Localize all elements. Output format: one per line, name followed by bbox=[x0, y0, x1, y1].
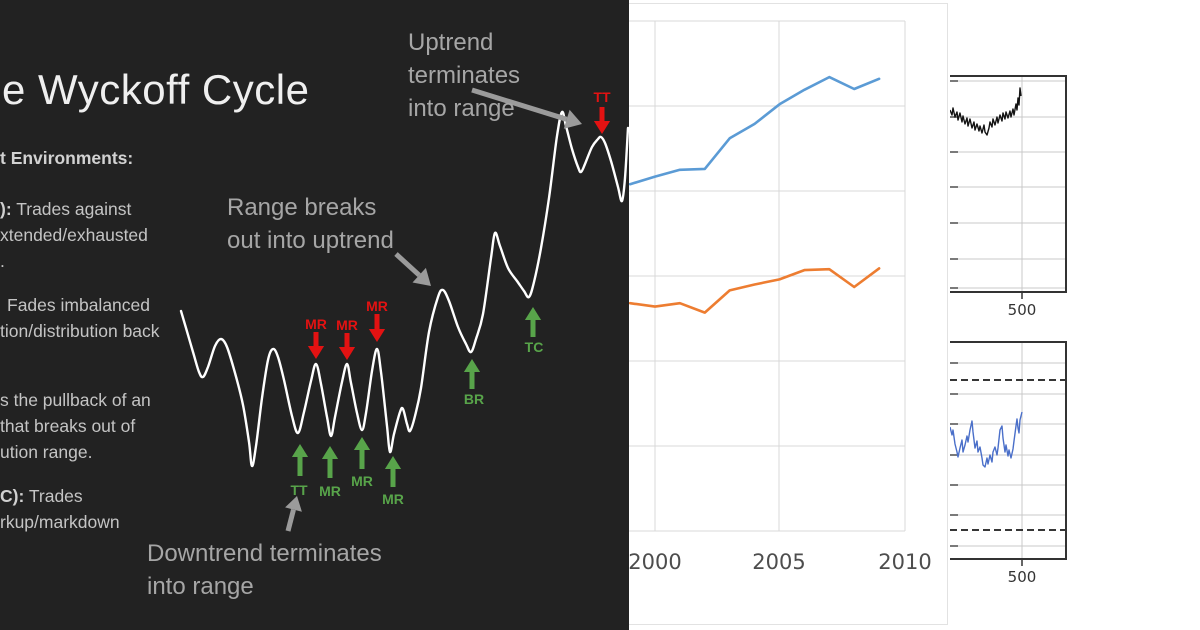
text-line: s the pullback of an bbox=[0, 387, 151, 413]
text-line: C): Trades bbox=[0, 483, 83, 509]
text-line-rest: rkup/markdown bbox=[0, 512, 120, 532]
tick-label: TT bbox=[593, 89, 611, 105]
mr-green-arrow-1-head bbox=[321, 446, 339, 459]
mini-chart-bottom: 500 bbox=[950, 341, 1080, 587]
uptrend-note-arrow bbox=[471, 87, 568, 122]
tick-label: MR bbox=[305, 316, 327, 332]
text-line: tion/distribution back bbox=[0, 318, 160, 344]
br-green-arrow-head bbox=[463, 359, 481, 372]
downtrend-note-arrow-head bbox=[285, 496, 302, 512]
tick-label: 2010 bbox=[878, 550, 931, 574]
text-line: rkup/markdown bbox=[0, 509, 120, 535]
text-line-rest: Trades against bbox=[11, 199, 132, 219]
range-annotation: Range breaks out into uptrend bbox=[227, 194, 394, 255]
tt-green-arrow-head bbox=[291, 444, 309, 457]
tick-label: MR bbox=[336, 317, 358, 333]
tc-green-arrow-head bbox=[524, 307, 542, 320]
text-line-bold: ): bbox=[0, 199, 12, 219]
mr-red-arrow-2-head bbox=[338, 347, 356, 360]
text-line: ): Trades against bbox=[0, 196, 131, 222]
page-title: e Wyckoff Cycle bbox=[2, 66, 310, 113]
mini-series bbox=[950, 411, 1023, 468]
mr-green-arrow-2-head bbox=[353, 437, 371, 450]
tick-label: BR bbox=[464, 391, 484, 407]
wyckoff-panel: TT MR MR MR TT MR MR MR BR TC e Wyckoff Cycle t E… bbox=[0, 0, 629, 630]
tick-label: MR bbox=[319, 483, 341, 499]
blue-series bbox=[629, 75, 881, 186]
text-line-rest: s the pullback of an bbox=[0, 390, 151, 410]
text-line-rest: xtended/exhausted bbox=[0, 225, 148, 245]
tick-label: 2005 bbox=[752, 550, 805, 574]
mr-green-arrow-3-head bbox=[384, 456, 402, 469]
range-note-arrow bbox=[394, 252, 421, 278]
tick-label: 500 bbox=[1008, 568, 1037, 586]
text-line: Fades imbalanced bbox=[7, 292, 150, 318]
mini-chart-top-svg: 500 bbox=[950, 75, 1067, 319]
text-line-bold: C): bbox=[0, 486, 25, 506]
trend-chart-svg: 2000 2005 2010 bbox=[629, 20, 932, 574]
text-line: that breaks out of bbox=[0, 413, 135, 439]
text-line-rest: Trades bbox=[24, 486, 83, 506]
text-line-rest: ution range. bbox=[0, 442, 93, 462]
text-line: . bbox=[0, 248, 5, 274]
tt-red-arrow-head bbox=[593, 121, 611, 134]
plot-frame bbox=[950, 75, 1067, 293]
tick-label: 2000 bbox=[629, 550, 682, 574]
text-line-rest: tion/distribution back bbox=[0, 321, 160, 341]
uptrend-annotation: Uptrend terminates into range bbox=[408, 29, 521, 123]
downtrend-annotation: Downtrend terminates into range bbox=[147, 540, 382, 601]
text-line-rest: that breaks out of bbox=[0, 416, 136, 436]
text-line-rest: Fades imbalanced bbox=[7, 295, 150, 315]
tick-label: TC bbox=[525, 339, 544, 355]
mini-chart-bottom-svg: 500 bbox=[950, 341, 1067, 586]
downtrend-note-arrow bbox=[285, 508, 296, 532]
tick-label: MR bbox=[382, 491, 404, 507]
tick-label: TT bbox=[290, 482, 308, 498]
tick-label: MR bbox=[351, 473, 373, 489]
mini-charts-area: 500 500 bbox=[950, 0, 1200, 630]
uptrend-note-arrow-head bbox=[563, 109, 582, 129]
text-line: xtended/exhausted bbox=[0, 222, 148, 248]
trend-chart-card: 2000 2005 2010 bbox=[628, 3, 948, 625]
mr-red-arrow-1-head bbox=[307, 346, 325, 359]
mini-series bbox=[950, 87, 1022, 136]
tick-label: MR bbox=[366, 298, 388, 314]
tick-label: 500 bbox=[1008, 301, 1037, 319]
price-curve bbox=[179, 110, 629, 468]
range-note-arrow-head bbox=[412, 267, 431, 286]
mr-red-arrow-3-head bbox=[368, 329, 386, 342]
text-line: ution range. bbox=[0, 439, 92, 465]
plot-frame bbox=[950, 341, 1067, 560]
environments-heading: t Environments: bbox=[0, 148, 134, 168]
orange-series bbox=[629, 267, 881, 314]
wyckoff-curve-svg: TT MR MR MR TT MR MR MR BR TC bbox=[179, 87, 629, 532]
text-line-rest: . bbox=[0, 251, 5, 271]
mini-chart-top: 500 bbox=[950, 75, 1080, 320]
